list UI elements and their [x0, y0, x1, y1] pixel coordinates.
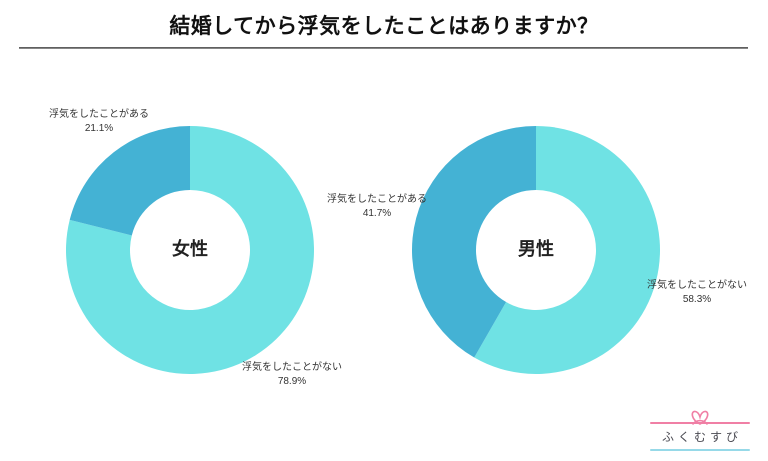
- label-female-cheated: 浮気をしたことがある 21.1%: [34, 108, 164, 136]
- page-title: 結婚してから浮気をしたことはありますか？: [169, 15, 599, 38]
- logo-top-line: [650, 422, 750, 424]
- donut-chart-female: [66, 126, 314, 374]
- donut-segment: [412, 126, 536, 358]
- title-divider: [19, 47, 748, 49]
- label-text: 浮気をしたことがない: [242, 362, 342, 373]
- ribbon-knot-icon: [691, 410, 709, 425]
- label-male-not-cheated: 浮気をしたことがない 58.3%: [632, 279, 762, 307]
- donut-segment: [474, 126, 660, 374]
- label-text: 浮気をしたことがない: [647, 280, 747, 291]
- label-text: 浮気をしたことがある: [327, 194, 427, 205]
- label-value: 41.7%: [362, 208, 392, 219]
- label-male-cheated: 浮気をしたことがある 41.7%: [312, 193, 442, 221]
- label-text: 浮気をしたことがある: [49, 109, 149, 120]
- label-value: 78.9%: [277, 376, 307, 387]
- donut-segment: [69, 126, 190, 236]
- label-female-not-cheated: 浮気をしたことがない 78.9%: [227, 361, 357, 389]
- fukumusubi-logo: ふくむすび: [650, 406, 750, 451]
- logo-text: ふくむすび: [661, 430, 742, 444]
- donut-segment: [66, 126, 314, 374]
- donut-chart-male: [412, 126, 660, 374]
- label-value: 21.1%: [84, 123, 114, 134]
- label-value: 58.3%: [682, 294, 712, 305]
- logo-bottom-line: [650, 449, 750, 451]
